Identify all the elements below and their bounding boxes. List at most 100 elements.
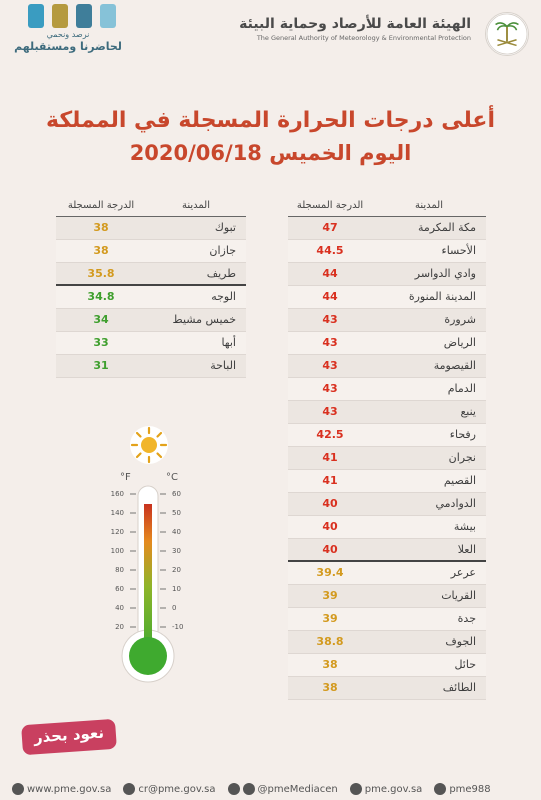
twitter-icon: [242, 783, 255, 795]
table-row: عرعر 39.4: [288, 560, 486, 585]
brand-stripe-teal: [76, 4, 92, 28]
brand-stripe-blue: [28, 4, 44, 28]
city-name: عرعر: [372, 560, 486, 585]
right-temperature-table: المدينة الدرجة المسجلة مكة المكرمة 47 الأح…: [288, 196, 486, 700]
agency-name-english: The General Authority of Meteorology & E…: [256, 34, 471, 42]
city-name: الطائف: [372, 676, 486, 700]
city-name: الدوادمي: [372, 492, 486, 516]
temperature-value: 40: [288, 515, 372, 539]
temperature-value: 39: [288, 584, 372, 608]
temperature-value: 47: [288, 216, 372, 240]
thermometer-tick-label: 20: [172, 566, 181, 574]
city-name: طريف: [146, 262, 246, 286]
city-name: القريات: [372, 584, 486, 608]
city-name: المدينة المنورة: [372, 285, 486, 309]
footer-website-text: www.pme.gov.sa: [27, 783, 112, 795]
footer-instagram[interactable]: pme988: [434, 783, 491, 795]
thermometer-tick-label: 40: [115, 604, 124, 612]
temperature-value: 43: [288, 354, 372, 378]
table-row: شرورة 43: [288, 308, 486, 332]
footer-email-text: cr@pme.gov.sa: [138, 783, 216, 795]
footer-website[interactable]: www.pme.gov.sa: [12, 783, 111, 795]
table-row: القصيم 41: [288, 469, 486, 493]
temperature-value: 44: [288, 285, 372, 309]
city-name: القصيم: [372, 469, 486, 493]
temperature-value: 39: [288, 607, 372, 631]
table-row: الباحة 31: [56, 354, 246, 378]
city-name: الباحة: [146, 354, 246, 378]
temperature-value: 44.5: [288, 239, 372, 263]
city-name: رفحاء: [372, 423, 486, 447]
city-name: ينبع: [372, 400, 486, 424]
temperature-value: 38: [288, 676, 372, 700]
temperature-value: 31: [56, 354, 146, 378]
temperature-value: 35.8: [56, 262, 146, 286]
thermometer-tick-label: 160: [110, 490, 124, 498]
table-row: بيشة 40: [288, 515, 486, 539]
instagram-icon: [434, 783, 447, 795]
temperature-value: 39.4: [288, 560, 372, 585]
thermometer-tick-label: 100: [110, 547, 124, 555]
temperature-value: 38: [56, 216, 146, 240]
table-row: الدوادمي 40: [288, 492, 486, 516]
fahrenheit-unit: °F: [120, 472, 131, 483]
city-name: شرورة: [372, 308, 486, 332]
city-name: وادي الدواسر: [372, 262, 486, 286]
celsius-unit: °C: [166, 472, 178, 483]
temperature-value: 43: [288, 377, 372, 401]
temperature-value: 44: [288, 262, 372, 286]
column-header-city: المدينة: [372, 196, 486, 217]
table-row: خميس مشيط 34: [56, 308, 246, 332]
table-row: مكة المكرمة 47: [288, 216, 486, 240]
table-row: الطائف 38: [288, 676, 486, 700]
youtube-icon: [227, 783, 240, 795]
brand-badge: نرصد ونحمي لحاضرنا ومستقبلهم: [14, 4, 122, 54]
thermometer-tick-label: 140: [110, 509, 124, 517]
thermometer-tick-label: 120: [110, 528, 124, 536]
thermometer-tick-label: 80: [115, 566, 124, 574]
temperature-value: 34: [56, 308, 146, 332]
page-title: أعلى درجات الحرارة المسجلة في المملكة: [45, 108, 495, 133]
table-row: جدة 39: [288, 607, 486, 631]
thermometer-tick-label: 60: [172, 490, 181, 498]
footer-social[interactable]: @pmeMediacen: [227, 783, 338, 795]
palm-emblem-icon: [485, 12, 529, 56]
footer-twitter-text: @pmeMediacen: [257, 783, 338, 795]
footer-facebook-text: pme.gov.sa: [364, 783, 423, 795]
thermometer-tick-label: -10: [172, 623, 184, 631]
table-row: جازان 38: [56, 239, 246, 263]
temperature-value: 40: [288, 492, 372, 516]
temperature-value: 40: [288, 538, 372, 562]
title-block: أعلى درجات الحرارة المسجلة في المملكة ال…: [0, 108, 541, 165]
temperature-value: 43: [288, 400, 372, 424]
city-name: بيشة: [372, 515, 486, 539]
table-row: أبها 33: [56, 331, 246, 355]
table-row: الدمام 43: [288, 377, 486, 401]
table-row: ينبع 43: [288, 400, 486, 424]
city-name: الدمام: [372, 377, 486, 401]
city-name: أبها: [146, 331, 246, 355]
footer-email[interactable]: cr@pme.gov.sa: [123, 783, 216, 795]
header: نرصد ونحمي لحاضرنا ومستقبلهم الهيئة العا…: [0, 0, 541, 68]
thermometer-tick-label: 40: [172, 528, 181, 536]
thermometer-tube: [121, 485, 175, 683]
table-row: نجران 41: [288, 446, 486, 470]
table-row: طريف 35.8: [56, 262, 246, 286]
table-row: القريات 39: [288, 584, 486, 608]
agency-name-arabic: الهيئة العامة للأرصاد وحماية البيئة: [239, 16, 471, 32]
city-name: العلا: [372, 538, 486, 562]
city-name: مكة المكرمة: [372, 216, 486, 240]
city-name: جازان: [146, 239, 246, 263]
table-row: حائل 38: [288, 653, 486, 677]
brand-stripes: [22, 4, 122, 30]
city-name: الجوف: [372, 630, 486, 654]
campaign-badge: نعود بحذر: [21, 718, 117, 756]
email-icon: [123, 783, 136, 795]
column-header-city: المدينة: [146, 196, 246, 217]
campaign-badge-text: نعود بحذر: [33, 723, 105, 747]
footer-facebook[interactable]: pme.gov.sa: [349, 783, 423, 795]
temperature-value: 41: [288, 446, 372, 470]
temperature-value: 41: [288, 469, 372, 493]
table-row: العلا 40: [288, 538, 486, 562]
page-date: اليوم الخميس 2020/06/18: [129, 141, 412, 165]
